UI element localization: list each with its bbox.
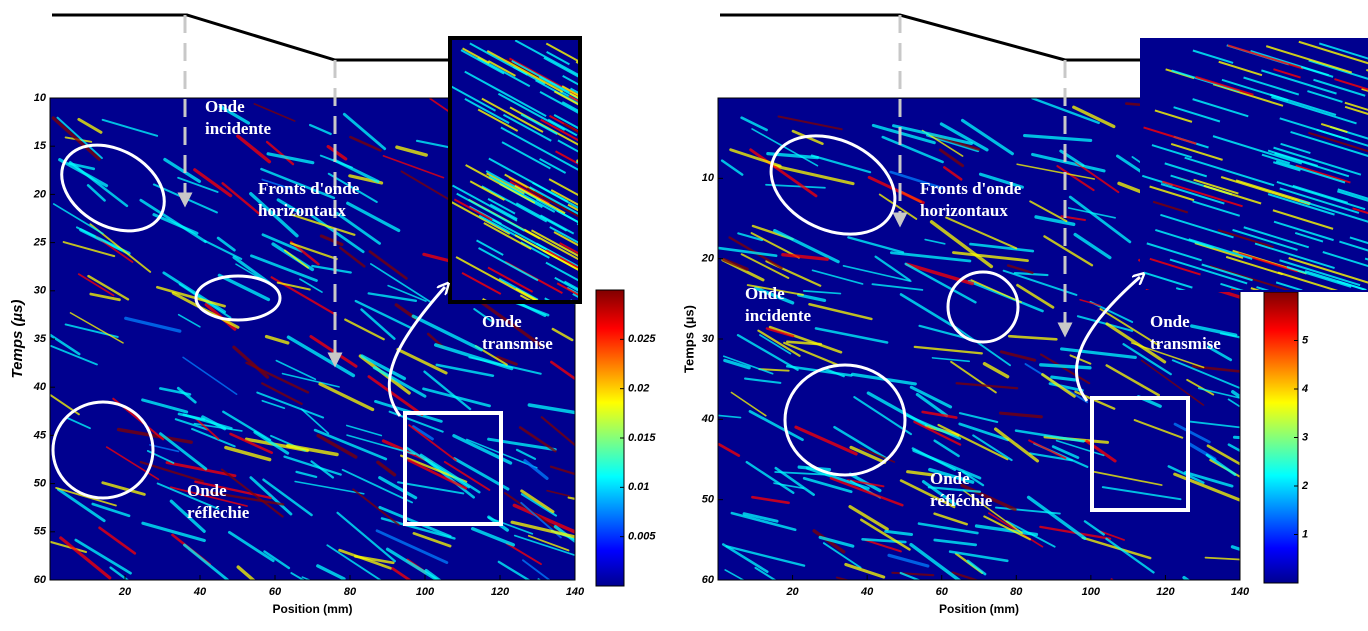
y-tick-label: 50 <box>34 478 47 490</box>
annotation: Onde <box>205 97 245 116</box>
x-tick-label: 20 <box>785 586 799 598</box>
x-tick-label: 40 <box>860 586 874 598</box>
specimen-profile <box>52 15 450 60</box>
y-axis-label: Temps (µs) <box>681 305 696 373</box>
annotation: horizontaux <box>920 201 1008 220</box>
colorbar <box>596 290 624 586</box>
annotation: Onde <box>930 469 970 488</box>
annotation: transmise <box>1150 334 1221 353</box>
x-tick-label: 140 <box>1231 586 1250 598</box>
annotation: Fronts d'onde <box>258 179 360 198</box>
x-tick-label: 80 <box>344 586 357 598</box>
annotation: Onde <box>187 481 227 500</box>
colorbar-tick-label: 0.025 <box>628 333 656 345</box>
colorbar-tick-label: 1 <box>1302 528 1308 540</box>
x-axis-label: Position (mm) <box>939 602 1019 616</box>
charts: 204060801001201401015202530354045505560P… <box>9 15 1368 621</box>
x-tick-label: 120 <box>491 586 510 598</box>
chart: 20 40 60 80 100 120 140 10 20 30 40 50 60 Position (m… <box>681 15 1368 621</box>
wave-streak <box>1112 579 1153 610</box>
annotation: horizontaux <box>258 201 346 220</box>
x-tick-label: 100 <box>1082 586 1101 598</box>
colorbar <box>1264 292 1298 583</box>
annotation: réfléchie <box>187 503 250 522</box>
y-axis-label: Temps (µs) <box>9 300 26 379</box>
y-tick-label: 50 <box>702 494 715 506</box>
annotation: réfléchie <box>930 491 993 510</box>
x-tick-label: 60 <box>269 586 282 598</box>
annotation: incidente <box>745 306 812 325</box>
y-tick-label: 10 <box>34 92 47 104</box>
y-tick-label: 35 <box>34 333 47 345</box>
y-tick-label: 45 <box>33 429 47 441</box>
x-axis-label: Position (mm) <box>273 602 353 616</box>
x-tick-label: 60 <box>936 586 949 598</box>
wave-streak <box>577 160 617 182</box>
wave-streak <box>1184 578 1245 621</box>
figure: 204060801001201401015202530354045505560P… <box>0 0 1368 626</box>
x-tick-label: 100 <box>416 586 435 598</box>
x-tick-label: 80 <box>1010 586 1023 598</box>
y-tick-label: 15 <box>34 140 47 152</box>
annotation: Fronts d'onde <box>920 179 1022 198</box>
annotation: incidente <box>205 119 272 138</box>
y-tick-label: 20 <box>701 253 715 265</box>
y-tick-label: 30 <box>34 285 47 297</box>
colorbar-tick-label: 0.01 <box>628 481 649 493</box>
y-tick-label: 10 <box>702 172 715 184</box>
colorbar-tick-label: 4 <box>1301 383 1308 395</box>
chart: 20 40 60 80 100 120 140 10 15 20 25 30 35 40 45 50 55 60 P… <box>9 15 659 617</box>
colorbar-tick-label: 0.005 <box>628 531 656 543</box>
y-tick-label: 60 <box>34 574 47 586</box>
annotation: Onde <box>482 312 522 331</box>
specimen-profile <box>720 15 1140 60</box>
y-tick-label: 25 <box>33 237 47 249</box>
wave-streak <box>576 162 659 207</box>
annotation: transmise <box>482 334 553 353</box>
y-tick-label: 30 <box>702 333 715 345</box>
y-tick-label: 60 <box>702 574 715 586</box>
y-tick-label: 40 <box>701 413 715 425</box>
x-tick-label: 40 <box>193 586 207 598</box>
colorbar-tick-label: 0.02 <box>628 383 649 395</box>
x-tick-label: 140 <box>566 586 585 598</box>
annotation: Onde <box>745 284 785 303</box>
x-tick-label: 120 <box>1156 586 1175 598</box>
colorbar-tick-label: 2 <box>1301 480 1308 492</box>
x-tick-label: 20 <box>118 586 132 598</box>
colorbar-tick-label: 3 <box>1302 431 1308 443</box>
y-tick-label: 55 <box>34 526 47 538</box>
annotation: Onde <box>1150 312 1190 331</box>
colorbar-tick-label: 0.015 <box>628 432 656 444</box>
y-tick-label: 20 <box>33 188 47 200</box>
wave-streak <box>580 97 638 129</box>
wave-streak <box>577 224 641 259</box>
y-tick-label: 40 <box>33 381 47 393</box>
colorbar-tick-label: 5 <box>1302 334 1309 346</box>
inset-background <box>1140 38 1368 292</box>
